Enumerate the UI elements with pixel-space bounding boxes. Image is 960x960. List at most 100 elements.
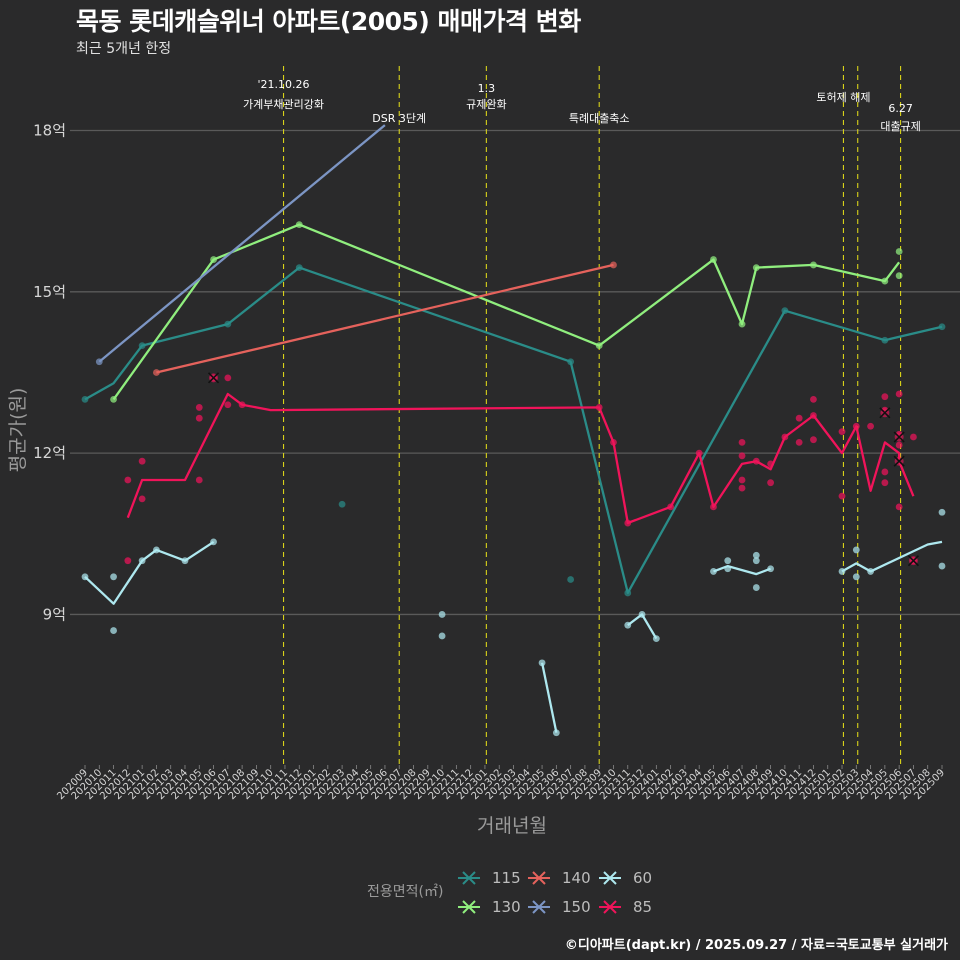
data-point-85 [738, 452, 746, 460]
legend-item-130[interactable]: 130 [458, 898, 521, 916]
data-point-85 [624, 519, 632, 527]
series-line-85 [126, 392, 915, 525]
data-point-60 [867, 568, 874, 575]
cancel-mark [907, 555, 919, 567]
legend-item-85[interactable]: 85 [599, 898, 652, 916]
data-point-60 [752, 557, 760, 565]
legend-item-150[interactable]: 150 [528, 898, 591, 916]
data-point-85 [810, 395, 817, 403]
legend-label: 115 [492, 869, 521, 887]
data-point-115 [938, 323, 946, 331]
data-point-85 [124, 476, 132, 484]
legend-marker [603, 900, 617, 914]
data-point-85 [667, 503, 675, 511]
series-lines [84, 124, 943, 733]
cancel-mark [893, 431, 905, 443]
data-point-85 [738, 438, 746, 446]
data-point-85 [195, 476, 203, 484]
legend-label: 130 [492, 898, 521, 916]
data-point-85 [124, 557, 132, 565]
legend-item-140[interactable]: 140 [528, 869, 591, 887]
series-line-140 [156, 263, 614, 374]
event-label: 특례대출축소 [569, 112, 630, 125]
data-point-85 [710, 503, 717, 511]
data-point-60 [724, 557, 732, 565]
series-line-150 [98, 124, 386, 363]
data-point-130 [881, 277, 889, 285]
gridlines [70, 129, 960, 616]
legend-marker [462, 871, 476, 885]
cancel-mark [893, 455, 905, 467]
legend-item-60[interactable]: 60 [599, 869, 652, 887]
event-label: 대출규제 [880, 120, 920, 133]
series-line-60 [841, 540, 943, 573]
y-tick-label: 9억 [43, 605, 66, 623]
data-point-60 [624, 621, 632, 629]
legend-item-115[interactable]: 115 [458, 869, 521, 887]
series-line-60 [627, 613, 658, 640]
series-line-60 [540, 662, 558, 733]
data-point-85 [881, 479, 889, 487]
legend-title: 전용면적(㎡) [367, 884, 443, 900]
data-point-115 [567, 358, 575, 366]
data-point-140 [153, 369, 160, 376]
cancel-mark [207, 372, 220, 384]
data-point-130 [295, 221, 303, 229]
data-point-115 [567, 576, 575, 583]
data-point-85 [881, 393, 889, 401]
y-axis-ticks: 9억 12억 15억 18억 [33, 122, 66, 624]
data-point-60 [852, 546, 860, 554]
data-point-130 [110, 395, 117, 403]
data-point-60 [724, 565, 732, 573]
data-point-85 [767, 460, 774, 468]
legend-marker [462, 900, 476, 914]
series-line-60 [84, 540, 215, 605]
data-point-60 [181, 557, 189, 565]
event-label: 규제완화 [466, 98, 506, 111]
data-point-130 [738, 320, 746, 328]
data-point-115 [295, 264, 303, 272]
data-point-115 [338, 500, 346, 508]
data-point-60 [438, 632, 446, 640]
cancel-mark [879, 407, 891, 419]
data-point-85 [838, 492, 846, 500]
series-line-60 [713, 564, 772, 576]
data-point-115 [781, 307, 789, 315]
series-line-115 [84, 266, 943, 595]
data-point-60 [752, 584, 760, 591]
data-point-85 [810, 412, 817, 419]
data-point-60 [638, 611, 646, 618]
data-point-140 [610, 261, 617, 269]
data-point-85 [852, 422, 860, 430]
data-point-115 [81, 395, 89, 403]
data-point-60 [81, 573, 89, 581]
data-point-85 [895, 390, 903, 398]
data-point-85 [695, 449, 703, 457]
data-point-130 [710, 256, 717, 263]
data-point-85 [795, 414, 803, 422]
data-point-60 [710, 568, 717, 575]
data-point-85 [238, 401, 246, 409]
data-point-60 [110, 573, 117, 581]
data-point-130 [810, 261, 817, 269]
data-point-85 [738, 484, 746, 492]
legend-marker [532, 900, 546, 914]
event-label: 1.3 [478, 82, 496, 95]
data-point-130 [895, 272, 903, 280]
event-label: 6.27 [888, 102, 913, 115]
data-point-60 [838, 568, 846, 575]
legend-label: 150 [562, 898, 591, 916]
legend: 전용면적(㎡) 115 140 60 130 150 85 [367, 869, 652, 916]
data-point-60 [538, 659, 546, 667]
data-point-85 [595, 404, 603, 411]
chart-title: 목동 롯데캐슬위너 아파트(2005) 매매가격 변화 [76, 7, 581, 36]
data-point-130 [595, 342, 603, 349]
data-point-85 [738, 476, 746, 484]
data-point-60 [852, 573, 860, 581]
footer-credit: ©디아파트(dapt.kr) / 2025.09.27 / 자료=국토교통부 실… [564, 938, 948, 953]
data-point-85 [795, 438, 803, 446]
y-axis-label: 평균가(원) [7, 388, 29, 473]
data-point-85 [867, 422, 874, 430]
